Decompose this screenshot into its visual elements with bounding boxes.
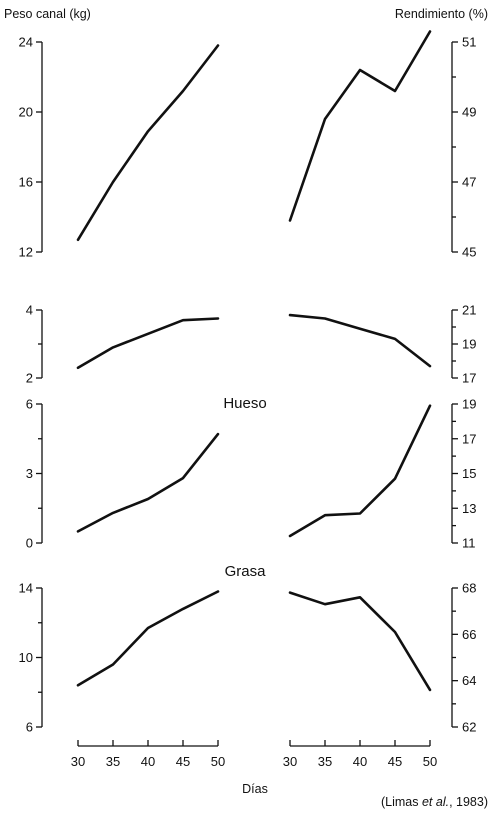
panel-title: Carne	[225, 0, 266, 4]
right-y-tick-label: 15	[462, 466, 476, 481]
right-y-tick-label: 68	[462, 581, 476, 596]
right-x-axis: 30 35 40 45 50	[283, 740, 437, 769]
left-series-line	[76, 432, 220, 533]
left-x-axis: 30 35 40 45 50	[71, 740, 225, 769]
left-y-tick-label: 2	[26, 371, 33, 386]
left-series-line	[76, 317, 220, 370]
right-series-line	[288, 30, 432, 222]
right-series-line	[288, 591, 432, 692]
x-tick-label: 50	[211, 754, 225, 769]
x-tick-label: 30	[283, 754, 297, 769]
panel-title: Hueso	[223, 395, 266, 412]
x-tick-label: 45	[176, 754, 190, 769]
x-tick-label: 45	[388, 754, 402, 769]
citation-year: , 1983)	[449, 795, 488, 809]
x-tick-label: 40	[353, 754, 367, 769]
right-y-tick-label: 19	[462, 397, 476, 412]
right-y-tick-label: 17	[462, 371, 476, 386]
panel-3: Grasa 0 3 6 11 13 15 17 19	[26, 397, 477, 581]
right-series-line	[288, 404, 432, 538]
right-axis-title: Rendimiento (%)	[395, 7, 488, 21]
right-y-tick-label: 49	[462, 105, 476, 120]
panel-2: Hueso 2 4 17 19 21	[26, 303, 477, 413]
x-tick-label: 35	[106, 754, 120, 769]
left-series-line	[76, 44, 220, 242]
citation-author: (Limas	[381, 795, 422, 809]
x-tick-label: 40	[141, 754, 155, 769]
right-y-tick-label: 19	[462, 337, 476, 352]
x-tick-label: 50	[423, 754, 437, 769]
left-y-tick-label: 12	[19, 245, 33, 260]
left-y-tick-label: 10	[19, 650, 33, 665]
right-y-tick-label: 64	[462, 673, 476, 688]
left-y-tick-label: 3	[26, 466, 33, 481]
right-series-line	[288, 313, 432, 368]
left-y-tick-label: 24	[19, 35, 33, 50]
left-y-tick-label: 0	[26, 536, 33, 551]
x-tick-label: 30	[71, 754, 85, 769]
right-y-tick-label: 51	[462, 35, 476, 50]
right-y-tick-label: 21	[462, 303, 476, 318]
x-axis-title: Días	[242, 782, 268, 796]
right-y-tick-label: 17	[462, 431, 476, 446]
x-axes: 30 35 40 45 50 30 35 40 45 50	[71, 740, 437, 769]
left-series-line	[76, 590, 220, 687]
right-y-tick-label: 66	[462, 627, 476, 642]
chart-panels: 1216202445474951Hueso24171921Grasa036111…	[19, 0, 477, 735]
panel-1: 12 16 20 24 45 47 49 51	[19, 30, 476, 260]
right-y-tick-label: 11	[462, 536, 476, 551]
right-y-tick-label: 45	[462, 245, 476, 260]
left-y-tick-label: 20	[19, 105, 33, 120]
citation: (Limas et al., 1983)	[381, 795, 488, 809]
x-tick-label: 35	[318, 754, 332, 769]
left-y-tick-label: 4	[26, 303, 33, 318]
right-y-tick-label: 47	[462, 175, 476, 190]
left-y-tick-label: 16	[19, 175, 33, 190]
left-y-tick-label: 6	[26, 397, 33, 412]
right-y-tick-label: 62	[462, 720, 476, 735]
panel-title: Grasa	[225, 563, 267, 580]
left-axis-title: Peso canal (kg)	[4, 7, 91, 21]
panel-4: Carne6101462646668	[19, 0, 477, 735]
left-y-tick-label: 14	[19, 581, 33, 596]
right-y-tick-label: 13	[462, 501, 476, 516]
left-y-tick-label: 6	[26, 720, 33, 735]
citation-etal: et al.	[422, 795, 449, 809]
